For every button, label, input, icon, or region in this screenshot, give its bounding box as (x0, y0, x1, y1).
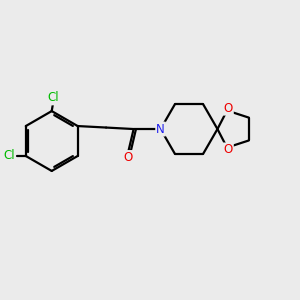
Text: O: O (224, 143, 233, 156)
Text: O: O (123, 151, 132, 164)
Text: N: N (156, 122, 165, 136)
Text: Cl: Cl (47, 92, 59, 104)
Text: O: O (224, 102, 233, 115)
Text: Cl: Cl (3, 149, 15, 163)
